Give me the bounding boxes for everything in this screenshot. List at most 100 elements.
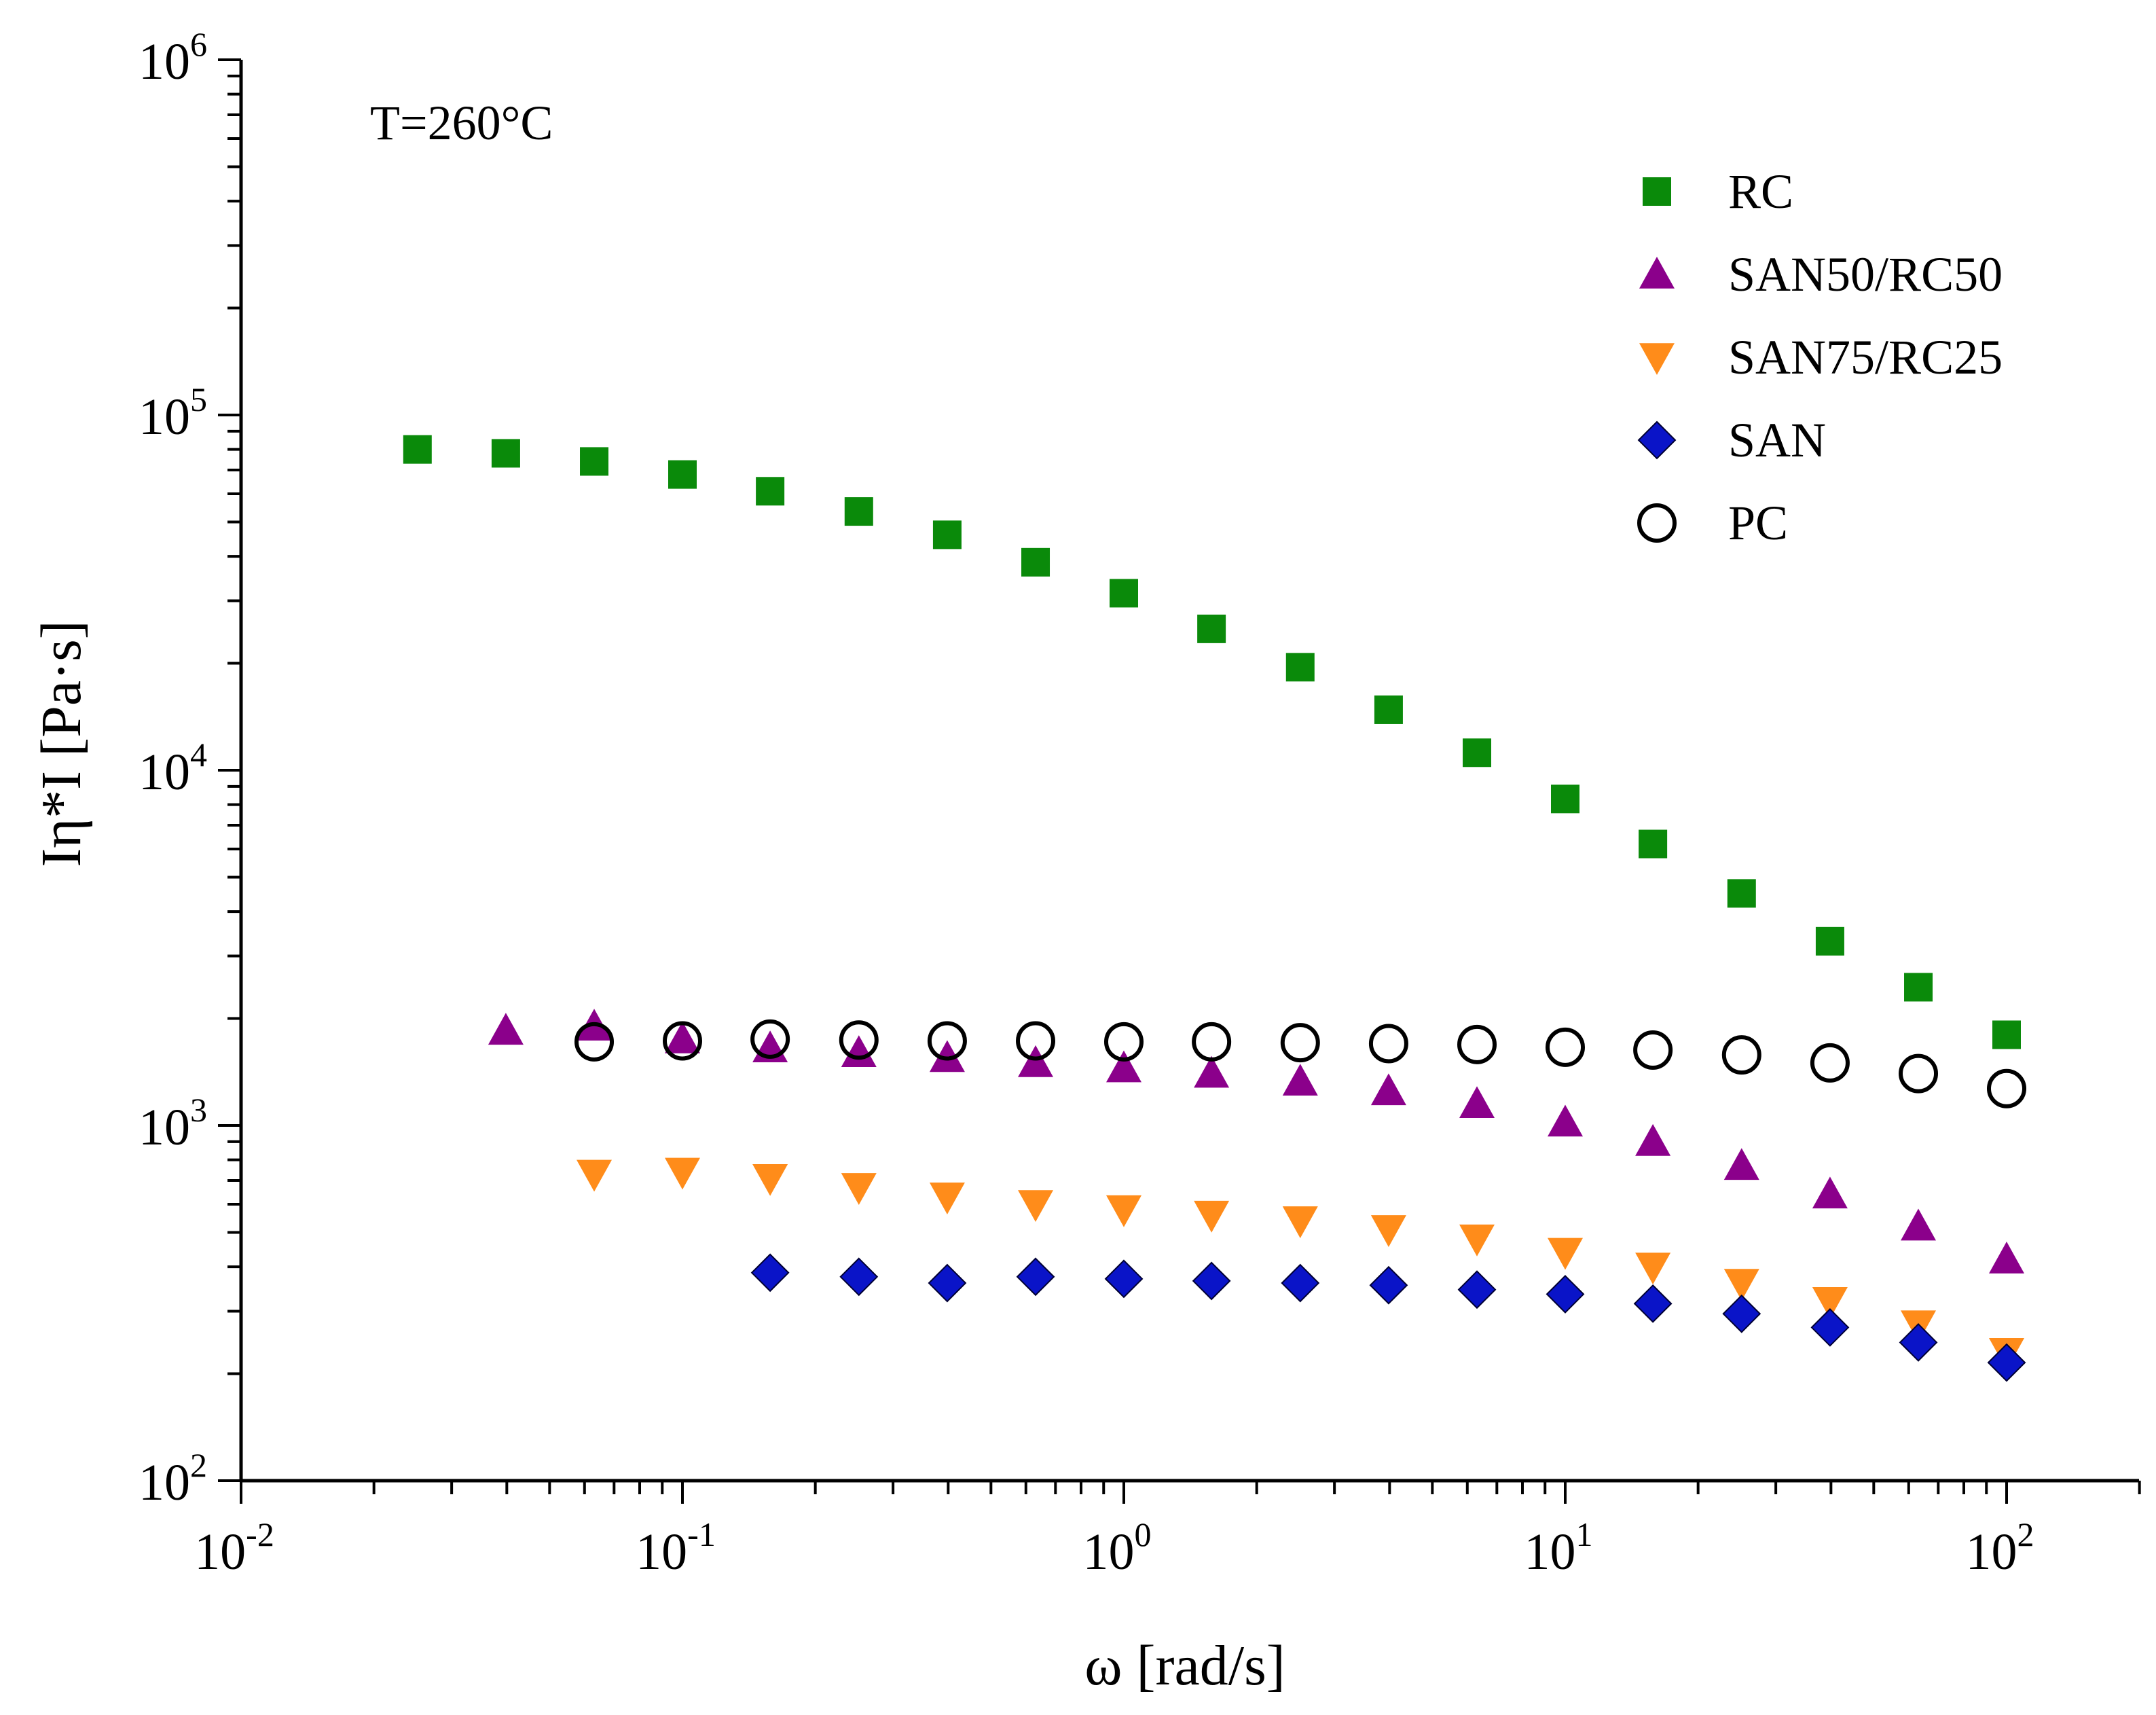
series-pc: [574, 1019, 2026, 1108]
point-san50-rc50: [1018, 1045, 1054, 1077]
point-rc: [1639, 829, 1668, 859]
legend-entry: SAN: [1637, 413, 1826, 467]
point-pc: [1633, 1030, 1673, 1070]
point-pc: [1721, 1035, 1761, 1075]
point-pc: [1546, 1027, 1585, 1067]
point-san75-rc25: [1635, 1252, 1671, 1285]
x-tick-label: 102: [1966, 1515, 2034, 1581]
point-san: [839, 1257, 879, 1297]
point-rc: [1463, 738, 1492, 768]
point-san75-rc25: [1018, 1190, 1054, 1223]
legend-label: SAN50/RC50: [1728, 247, 2003, 302]
point-san: [1457, 1270, 1497, 1310]
point-san75-rc25: [1459, 1224, 1495, 1257]
point-rc: [756, 477, 785, 506]
legend-marker: [1639, 343, 1675, 375]
point-pc: [1192, 1022, 1232, 1062]
point-pc: [1104, 1022, 1144, 1062]
point-pc: [750, 1019, 790, 1059]
legend-marker: [1637, 503, 1677, 543]
point-san50-rc50: [1989, 1242, 2024, 1274]
legend-entry: PC: [1637, 496, 1788, 550]
point-san: [1810, 1307, 1850, 1347]
point-san: [1016, 1257, 1055, 1297]
ticks: [218, 58, 2141, 1504]
point-san75-rc25: [665, 1157, 700, 1190]
point-pc: [1016, 1021, 1056, 1061]
y-tick-label: 106: [139, 25, 207, 90]
point-san: [1633, 1284, 1673, 1323]
point-san75-rc25: [577, 1159, 613, 1192]
point-rc: [932, 520, 962, 549]
series-san75-rc25: [577, 1157, 2024, 1370]
y-tick-label: 102: [139, 1446, 207, 1511]
point-san50-rc50: [929, 1040, 965, 1072]
point-rc: [1551, 784, 1579, 814]
point-rc: [1374, 695, 1403, 724]
legend-entry: SAN75/RC25: [1639, 330, 2003, 384]
point-rc: [844, 497, 873, 526]
point-san50-rc50: [488, 1013, 524, 1045]
point-pc: [839, 1020, 879, 1060]
point-san: [1281, 1263, 1320, 1303]
point-san50-rc50: [1282, 1064, 1318, 1096]
point-san: [1369, 1265, 1408, 1305]
x-tick-label: 10-1: [636, 1515, 716, 1581]
x-tick-label: 101: [1524, 1515, 1593, 1581]
legend-marker: [1637, 420, 1677, 460]
point-san75-rc25: [1723, 1269, 1759, 1301]
point-san50-rc50: [1106, 1050, 1141, 1083]
series-rc: [403, 435, 2021, 1049]
legend-entry: SAN50/RC50: [1639, 247, 2003, 302]
point-san50-rc50: [1901, 1208, 1937, 1241]
point-rc: [403, 435, 432, 464]
point-san: [1899, 1323, 1938, 1362]
point-san50-rc50: [1459, 1086, 1495, 1119]
point-pc: [1987, 1068, 2026, 1108]
point-pc: [927, 1021, 967, 1061]
point-rc: [1110, 579, 1138, 608]
legend-label: SAN75/RC25: [1728, 330, 2003, 384]
point-san75-rc25: [1194, 1200, 1230, 1233]
point-san: [750, 1253, 790, 1293]
point-pc: [1457, 1024, 1497, 1064]
x-tick-label: 100: [1083, 1515, 1152, 1581]
legend-label: PC: [1728, 496, 1788, 550]
point-rc: [1021, 547, 1050, 577]
y-tick-label: 104: [139, 736, 207, 801]
point-pc: [1810, 1043, 1850, 1083]
point-san: [1987, 1343, 2026, 1382]
point-pc: [1368, 1024, 1408, 1064]
point-san50-rc50: [1370, 1073, 1406, 1106]
point-san: [1546, 1274, 1585, 1314]
point-san50-rc50: [841, 1035, 877, 1068]
legend: RC SAN50/RC50 SAN75/RC25 SAN PC: [1637, 164, 2003, 550]
point-rc: [1815, 926, 1844, 956]
point-pc: [1899, 1053, 1939, 1094]
point-san50-rc50: [1194, 1055, 1230, 1088]
point-san50-rc50: [1723, 1148, 1759, 1180]
point-san: [1192, 1261, 1231, 1301]
legend-marker: [1643, 177, 1671, 206]
y-tick-label: 103: [139, 1091, 207, 1156]
legend-label: RC: [1728, 164, 1793, 219]
legend-label: SAN: [1728, 413, 1826, 467]
point-rc: [1285, 653, 1315, 682]
point-rc: [1727, 879, 1756, 908]
point-rc: [668, 460, 697, 489]
y-tick-label: 105: [139, 380, 207, 446]
point-san75-rc25: [1370, 1215, 1406, 1247]
point-san75-rc25: [1106, 1195, 1141, 1227]
point-pc: [574, 1022, 615, 1062]
point-san75-rc25: [1282, 1206, 1318, 1238]
point-san50-rc50: [1548, 1104, 1583, 1137]
point-san75-rc25: [1812, 1287, 1848, 1319]
point-rc: [1904, 973, 1933, 1002]
point-san: [1722, 1294, 1761, 1333]
legend-entry: RC: [1643, 164, 1793, 219]
point-san50-rc50: [665, 1021, 700, 1053]
legend-marker: [1639, 257, 1675, 289]
series-san50-rc50: [488, 1009, 2024, 1274]
point-san50-rc50: [1812, 1176, 1848, 1209]
